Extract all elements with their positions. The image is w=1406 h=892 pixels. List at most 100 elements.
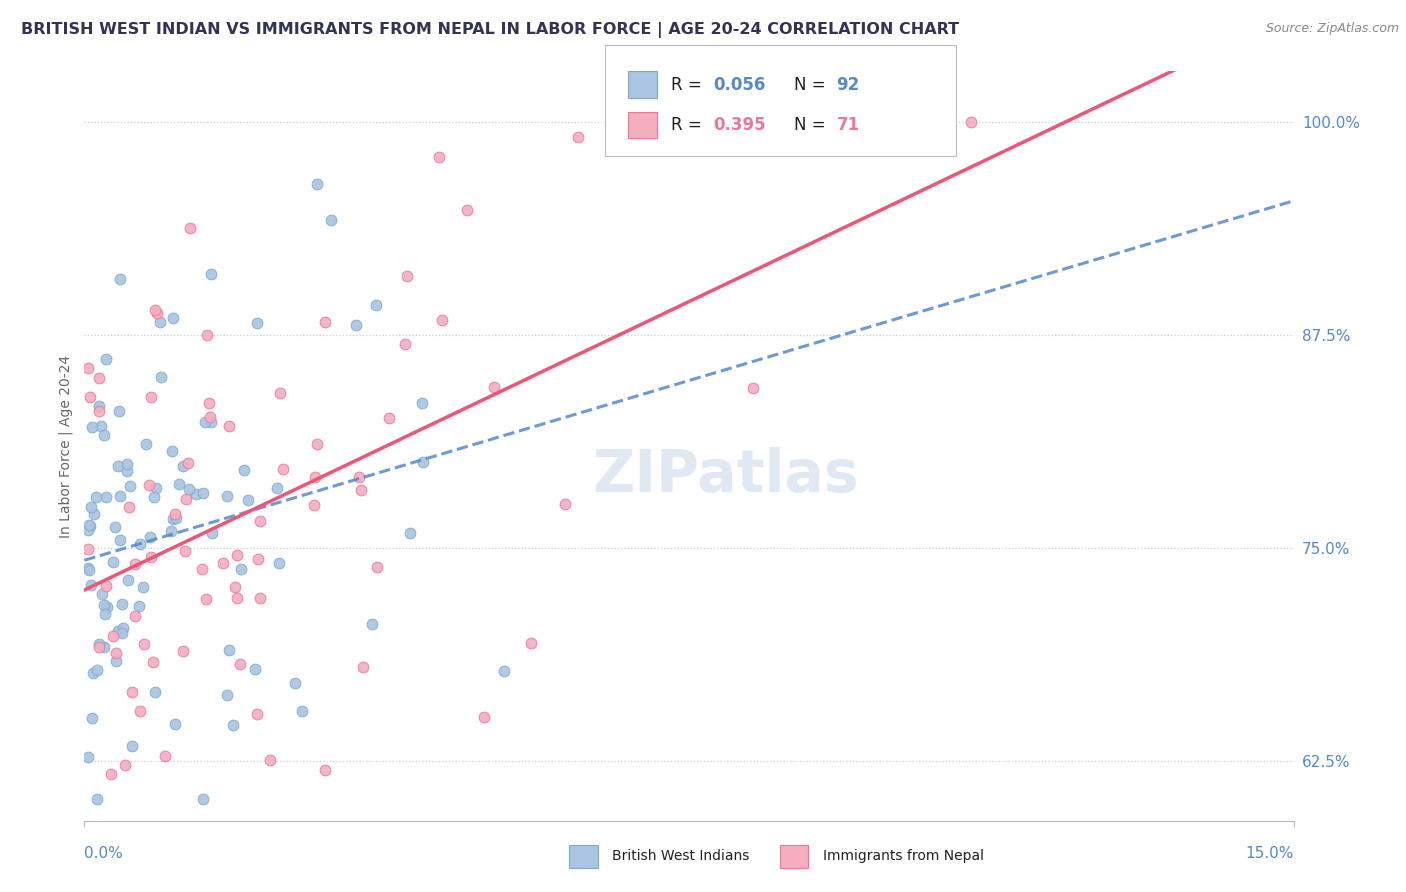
Point (352, 659, 374, 673)
Point (141, 390, 163, 404)
Point (117, 573, 139, 587)
Point (396, 268, 419, 283)
Point (77, 750, 100, 764)
Text: BRITISH WEST INDIAN VS IMMIGRANTS FROM NEPAL IN LABOR FORCE | AGE 20-24 CORRELAT: BRITISH WEST INDIAN VS IMMIGRANTS FROM N… (21, 22, 959, 38)
Point (165, 507, 187, 521)
Point (249, 514, 271, 528)
Point (246, 552, 269, 566)
Point (100, 767, 122, 781)
Point (80, 578, 103, 592)
Point (472, 709, 495, 723)
Point (128, 599, 150, 614)
Point (124, 558, 146, 572)
Point (84, 491, 107, 505)
Point (427, 150, 450, 164)
Point (259, 753, 281, 767)
Point (218, 418, 240, 433)
Point (305, 177, 328, 191)
Point (87, 637, 110, 651)
Point (104, 646, 127, 660)
Point (149, 369, 172, 384)
Point (291, 704, 314, 718)
Point (77, 563, 100, 577)
Point (225, 548, 247, 562)
Text: R =: R = (671, 76, 707, 94)
Point (118, 500, 141, 515)
Y-axis label: In Labor Force | Age 20-24: In Labor Force | Age 20-24 (59, 354, 73, 538)
Text: R =: R = (671, 116, 707, 134)
Point (135, 437, 157, 451)
Point (89, 404, 111, 418)
Point (118, 479, 141, 493)
Point (111, 625, 134, 640)
Point (115, 464, 138, 478)
Point (162, 512, 184, 526)
Point (598, 40, 620, 54)
Point (129, 537, 152, 551)
Point (200, 415, 222, 429)
Point (225, 591, 247, 605)
Point (411, 396, 433, 410)
Point (103, 556, 125, 570)
Point (96, 579, 118, 593)
Point (378, 411, 401, 425)
Point (79, 519, 101, 533)
Point (93, 640, 115, 654)
Point (82, 665, 104, 680)
Point (191, 561, 214, 575)
Point (77, 541, 100, 556)
Point (86, 663, 108, 677)
Point (124, 608, 146, 623)
Point (172, 643, 194, 657)
Point (105, 654, 128, 668)
Point (224, 580, 246, 594)
Point (134, 637, 156, 651)
Point (121, 739, 143, 753)
Text: ZIPatlas: ZIPatlas (592, 448, 859, 505)
Point (319, 213, 342, 227)
Point (430, 313, 453, 327)
Point (302, 498, 325, 512)
Point (93, 427, 115, 442)
Point (394, 337, 416, 351)
Point (87, 370, 110, 384)
Point (138, 478, 160, 492)
Point (110, 533, 132, 548)
Point (110, 489, 132, 503)
Text: British West Indians: British West Indians (612, 849, 749, 863)
Point (567, 129, 589, 144)
Point (96, 600, 118, 615)
Text: 0.056: 0.056 (713, 76, 765, 94)
Point (193, 792, 215, 806)
Point (162, 444, 184, 458)
Point (114, 758, 136, 772)
Point (91, 587, 114, 601)
Point (80, 711, 103, 725)
Point (167, 476, 190, 491)
Point (554, 497, 576, 511)
Point (233, 463, 256, 477)
Point (267, 556, 290, 570)
Point (194, 415, 217, 429)
Point (361, 616, 384, 631)
Point (94, 607, 117, 621)
Point (179, 221, 201, 235)
Point (249, 591, 271, 606)
Point (456, 203, 478, 218)
Point (364, 298, 387, 312)
Point (104, 520, 127, 534)
Point (162, 311, 184, 326)
Point (243, 662, 266, 676)
Point (94, 490, 117, 504)
Point (314, 315, 336, 329)
Point (218, 643, 240, 657)
Point (163, 716, 186, 731)
Point (246, 706, 269, 721)
Point (101, 629, 124, 643)
Point (155, 749, 177, 764)
Point (94, 352, 117, 367)
Point (195, 327, 218, 342)
Point (93, 599, 115, 613)
Point (77, 517, 100, 532)
Point (198, 396, 221, 410)
